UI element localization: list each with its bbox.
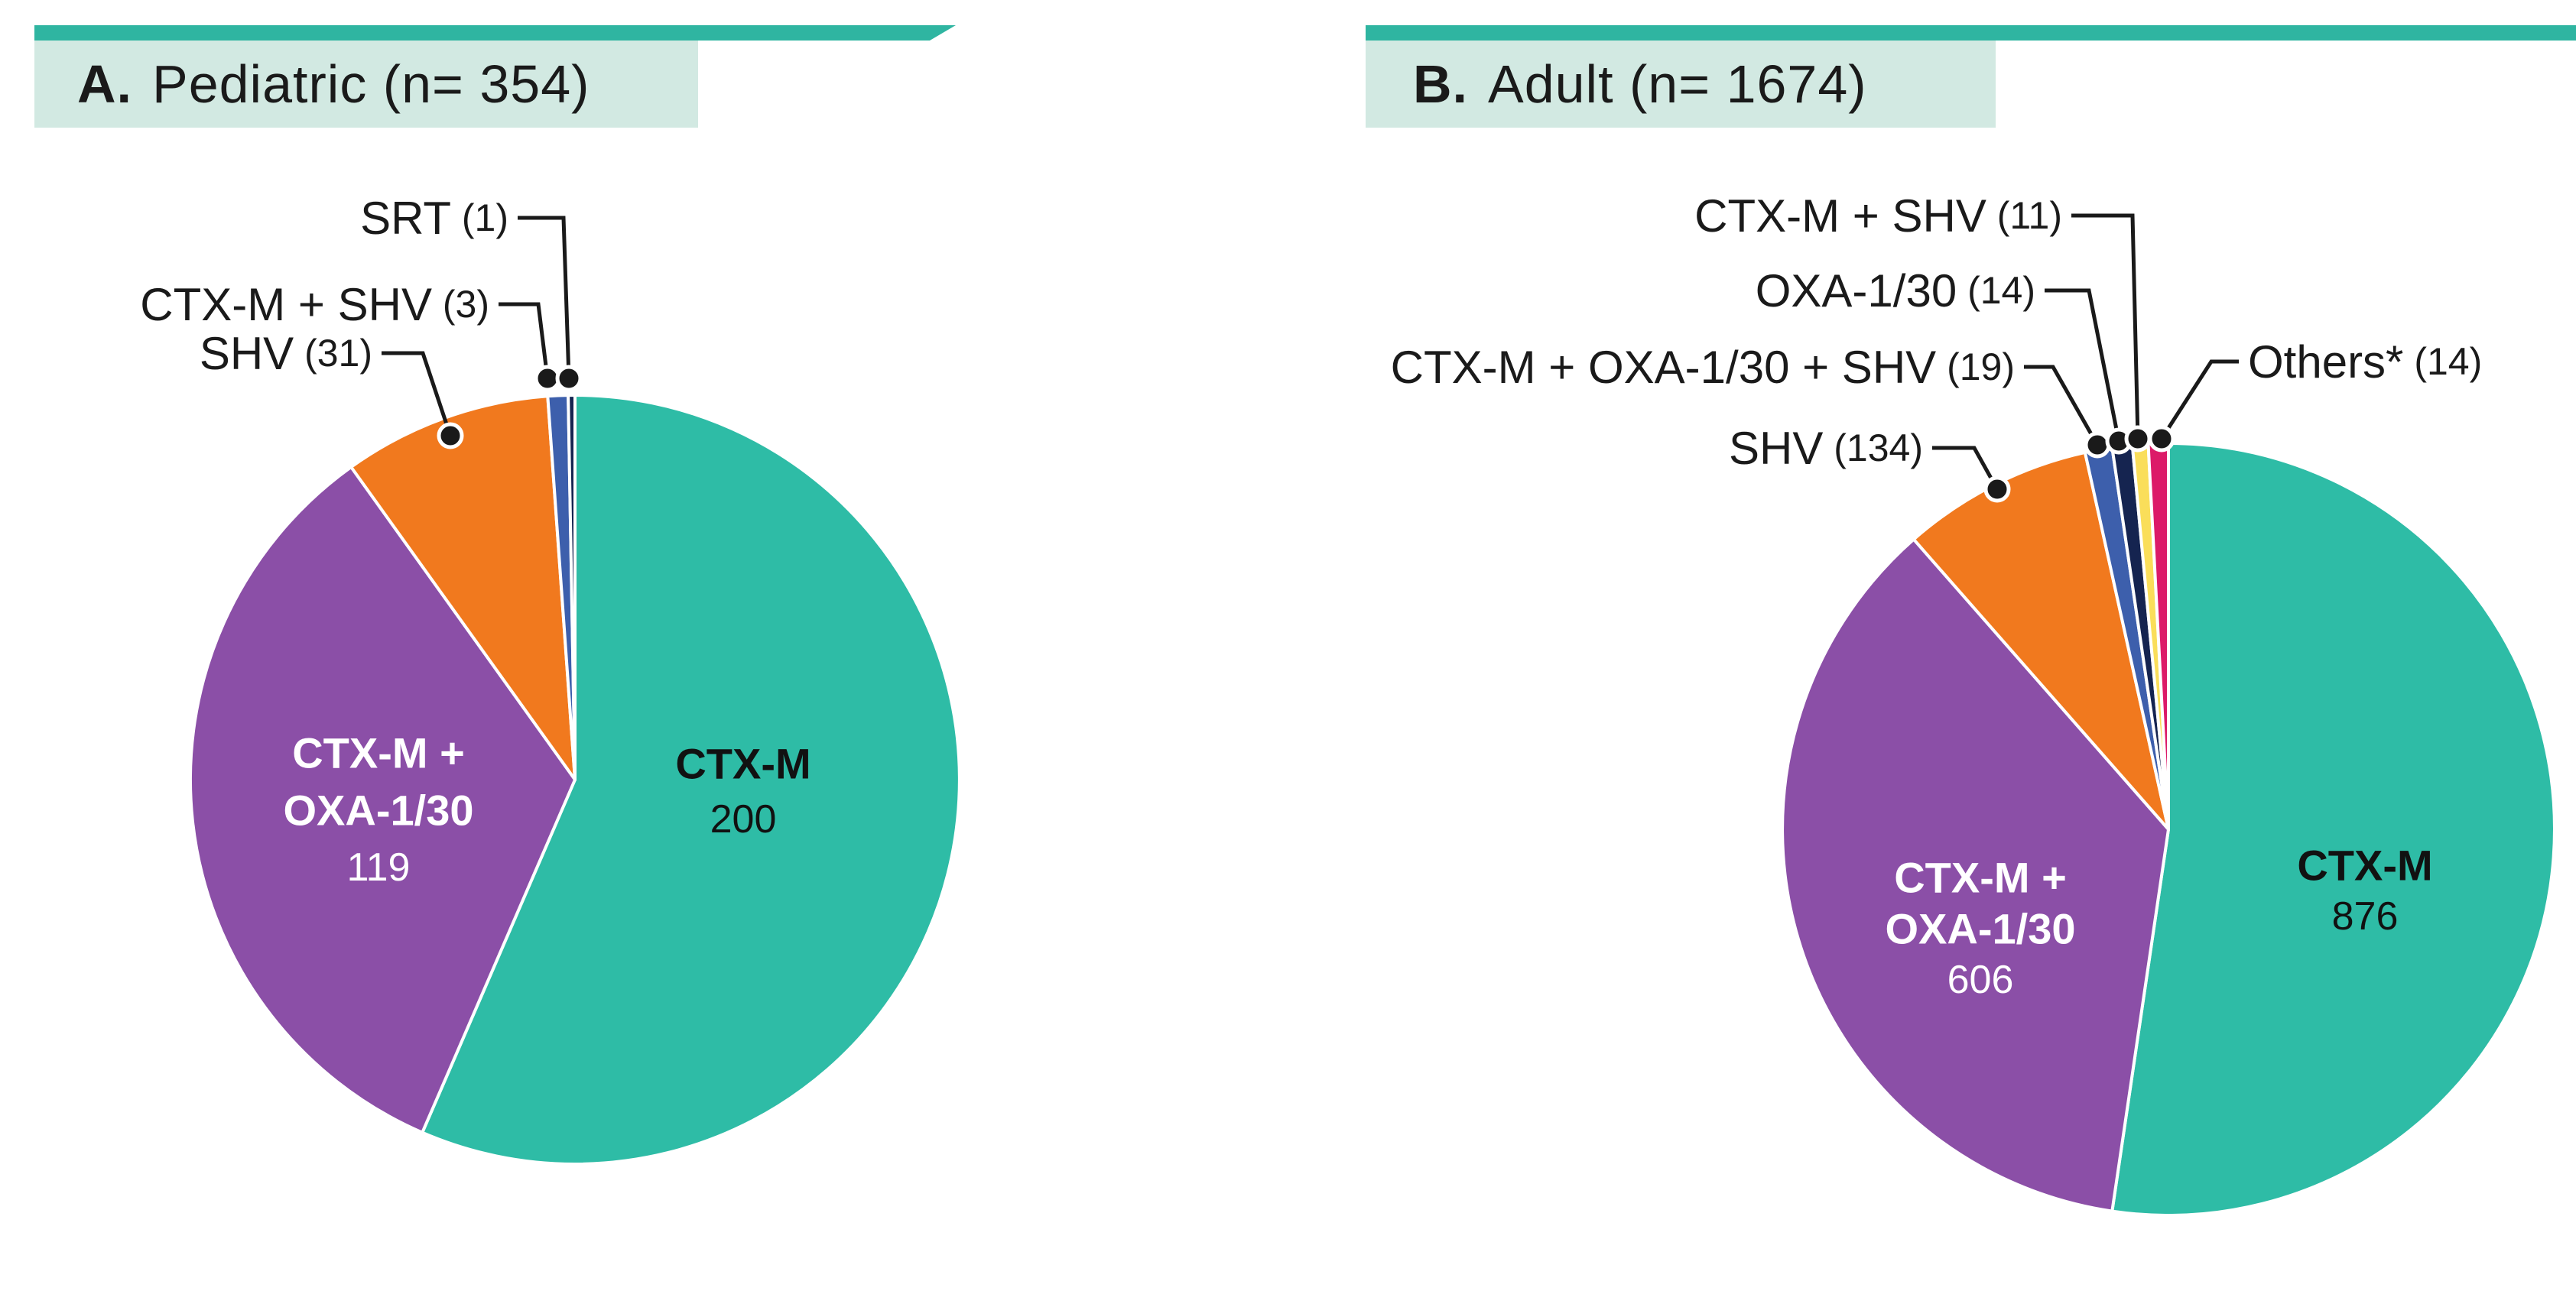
leader-line [382, 351, 453, 436]
callout-label-count: (31) [294, 332, 372, 375]
callout-label-name: CTX-M + SHV [140, 279, 432, 330]
callout-label: OXA-1/30 (14) [1756, 265, 2035, 316]
slice-value-label: 200 [710, 797, 777, 842]
callout-label-name: SHV [1729, 423, 1823, 474]
callout-label-name: SHV [200, 328, 294, 379]
panel-b-header-box: B. Adult (n= 1674) [1366, 41, 1996, 128]
callout-label-count: (19) [1936, 345, 2015, 388]
callout-label: SRT (1) [360, 193, 508, 244]
callout-label-count: (14) [1957, 269, 2035, 312]
leader-dot [2084, 431, 2111, 459]
callout-label: SHV (134) [1729, 423, 1923, 474]
pie-slice-ctx-m [421, 394, 961, 1166]
slice-value-label: 876 [2332, 894, 2399, 939]
pie-slice-srt [567, 394, 577, 781]
pie-slice-ctx-m-oxa-1-30 [189, 465, 577, 1134]
callout-label-count: (3) [432, 283, 489, 326]
leader-line [1932, 446, 1999, 491]
leader-line [499, 302, 550, 379]
callout-label-count: (1) [451, 196, 508, 239]
pie-panel-a: SHV (31)CTX-M + SHV (3)SRT (1)CTX-M200CT… [140, 193, 961, 1166]
callout-label-count: (11) [1986, 194, 2062, 237]
callout-label-name: Others* [2248, 336, 2403, 388]
slice-inner-label: OXA-1/30 [1886, 905, 2076, 953]
leader-dot [2148, 425, 2175, 452]
panel-a-title: Pediatric (n= 354) [152, 54, 590, 114]
callout-label: SHV (31) [200, 328, 372, 379]
callout-label: CTX-M + OXA-1/30 + SHV (19) [1391, 342, 2015, 393]
pie-slice-ctx-m-oxa-1-30 [1781, 537, 2170, 1213]
panel-a-letter: A. [77, 54, 132, 114]
panel-b-header: B. Adult (n= 1674) [1413, 54, 1867, 115]
panel-a-accent-bar [34, 25, 956, 41]
panel-b-title: Adult (n= 1674) [1488, 54, 1867, 114]
pie-panel-b: SHV (134) CTX-M + OXA-1/30 + SHV (19) OXA-… [1391, 190, 2556, 1217]
slice-inner-label: CTX-M + [292, 729, 465, 777]
slice-value-label: 606 [1947, 958, 2014, 1002]
callout-label-name: CTX-M + OXA-1/30 + SHV [1391, 342, 1937, 393]
slice-value-label: 119 [347, 845, 411, 890]
callout-label-count: (134) [1823, 427, 1923, 469]
leader-dot [1983, 475, 2011, 503]
slice-inner-label: CTX-M + [1894, 854, 2067, 902]
leader-dot [437, 422, 464, 449]
leader-line [518, 216, 571, 379]
leader-line [2024, 365, 2100, 446]
slice-inner-label: CTX-M [2297, 842, 2432, 890]
leader-dot [555, 365, 583, 392]
panel-b-accent-bar [1366, 25, 2576, 41]
panel-a-header-box: A. Pediatric (n= 354) [34, 41, 698, 128]
callout-label: CTX-M + SHV (11) [1694, 190, 2062, 242]
slice-inner-label: CTX-M [675, 740, 810, 788]
callout-label: CTX-M + SHV (3) [140, 279, 489, 330]
callout-label-count: (14) [2403, 340, 2482, 383]
callout-label-name: SRT [360, 193, 451, 244]
leader-line [2071, 213, 2140, 440]
slice-inner-label: OXA-1/30 [284, 787, 474, 835]
callout-label-name: OXA-1/30 [1756, 265, 1957, 316]
callout-label: Others* (14) [2248, 336, 2482, 388]
panel-a-header: A. Pediatric (n= 354) [77, 54, 590, 115]
panel-b-letter: B. [1413, 54, 1468, 114]
leader-line [2159, 359, 2239, 440]
leader-dot [2124, 425, 2152, 452]
callout-label-name: CTX-M + SHV [1694, 190, 1986, 242]
pie-slice-ctx-m [2110, 442, 2556, 1217]
leader-line [2045, 288, 2121, 442]
